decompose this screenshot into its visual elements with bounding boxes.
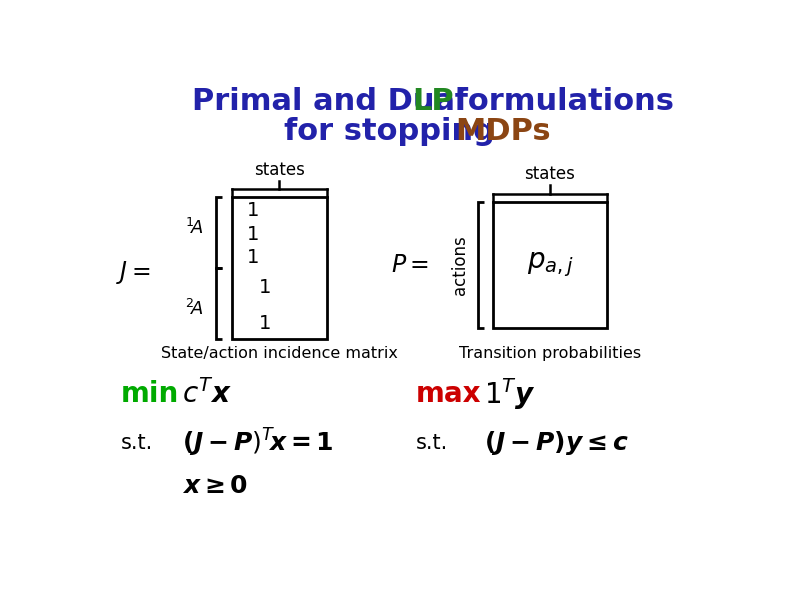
Text: $\boldsymbol{(J-P)y \leq c}$: $\boldsymbol{(J-P)y \leq c}$ — [484, 428, 629, 456]
Text: $J =$: $J =$ — [116, 259, 150, 286]
Bar — [232, 198, 327, 339]
Text: 1: 1 — [247, 201, 260, 220]
Text: $\boldsymbol{c^Tx}$: $\boldsymbol{c^Tx}$ — [183, 380, 232, 409]
Text: actions: actions — [452, 235, 469, 295]
Text: Transition probabilities: Transition probabilities — [459, 346, 641, 361]
Text: MDPs: MDPs — [456, 117, 551, 146]
Text: s.t.: s.t. — [416, 433, 449, 453]
Bar — [493, 202, 607, 328]
Text: max: max — [416, 380, 482, 408]
Text: Primal and Dual: Primal and Dual — [191, 87, 476, 115]
Text: s.t.: s.t. — [121, 433, 153, 453]
Text: ${}^1\!A$: ${}^1\!A$ — [185, 218, 204, 239]
Text: 1: 1 — [247, 248, 260, 267]
Text: $\boldsymbol{(J-P)^T\!x=\mathbf{1}}$: $\boldsymbol{(J-P)^T\!x=\mathbf{1}}$ — [183, 427, 334, 459]
Text: 1: 1 — [247, 224, 260, 243]
Text: State/action incidence matrix: State/action incidence matrix — [161, 346, 398, 361]
Text: states: states — [254, 161, 305, 178]
Text: $\boldsymbol{1^Ty}$: $\boldsymbol{1^Ty}$ — [484, 377, 535, 412]
Text: for stopping: for stopping — [284, 117, 506, 146]
Text: ${}^2\!A$: ${}^2\!A$ — [185, 299, 204, 318]
Text: min: min — [121, 380, 179, 408]
Text: formulations: formulations — [444, 87, 674, 115]
Text: 1: 1 — [259, 314, 272, 333]
Text: states: states — [525, 165, 576, 183]
Text: $p_{a,j}$: $p_{a,j}$ — [526, 250, 573, 279]
Text: $\boldsymbol{x \geq 0}$: $\boldsymbol{x \geq 0}$ — [183, 474, 249, 498]
Text: $P =$: $P =$ — [391, 253, 429, 277]
Text: LP: LP — [412, 87, 453, 115]
Text: 1: 1 — [259, 278, 272, 298]
